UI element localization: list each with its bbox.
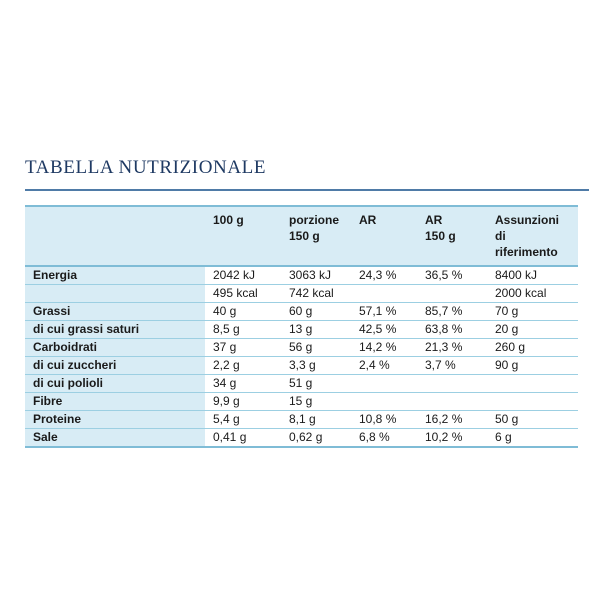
table-row-carboidrati: Carboidrati 37 g 56 g 14,2 % 21,3 % 260 … [25, 338, 578, 357]
table-cell: 42,5 % [351, 320, 417, 339]
table-cell [487, 374, 578, 393]
table-cell [417, 392, 487, 411]
title-divider [25, 189, 589, 191]
row-label: Grassi [25, 302, 205, 321]
table-row-sale: Sale 0,41 g 0,62 g 6,8 % 10,2 % 6 g [25, 428, 578, 447]
table-cell [487, 392, 578, 411]
table-cell: 56 g [281, 338, 351, 357]
table-cell: 8,1 g [281, 410, 351, 429]
table-cell: 260 g [487, 338, 578, 357]
table-cell: 57,1 % [351, 302, 417, 321]
table-cell: 20 g [487, 320, 578, 339]
table-cell: 21,3 % [417, 338, 487, 357]
table-cell: 16,2 % [417, 410, 487, 429]
table-cell: 34 g [205, 374, 281, 393]
table-cell: 14,2 % [351, 338, 417, 357]
table-cell: 63,8 % [417, 320, 487, 339]
table-cell [351, 392, 417, 411]
column-header-ar-150g: AR 150 g [417, 206, 487, 267]
table-header-row: 100 g porzione 150 g AR AR 150 g Assunzi… [25, 206, 578, 267]
table-row-fibre: Fibre 9,9 g 15 g [25, 392, 578, 411]
table-cell: 51 g [281, 374, 351, 393]
table-cell: 37 g [205, 338, 281, 357]
table-cell: 85,7 % [417, 302, 487, 321]
table-cell: 10,2 % [417, 428, 487, 447]
table-cell: 60 g [281, 302, 351, 321]
row-label: di cui polioli [25, 374, 205, 393]
table-row-energia-kj: Energia 2042 kJ 3063 kJ 24,3 % 36,5 % 84… [25, 266, 578, 285]
table-cell: 0,41 g [205, 428, 281, 447]
table-cell: 3063 kJ [281, 266, 351, 285]
table-cell: 2,4 % [351, 356, 417, 375]
row-label: Sale [25, 428, 205, 447]
table-cell [417, 284, 487, 303]
table-row-proteine: Proteine 5,4 g 8,1 g 10,8 % 16,2 % 50 g [25, 410, 578, 429]
page-title: TABELLA NUTRIZIONALE [25, 157, 267, 178]
table-cell: 13 g [281, 320, 351, 339]
row-label: Energia [25, 266, 205, 285]
column-header-assunzioni-riferimento: Assunzioni di riferimento [487, 206, 578, 267]
table-row-grassi: Grassi 40 g 60 g 57,1 % 85,7 % 70 g [25, 302, 578, 321]
table-cell: 8,5 g [205, 320, 281, 339]
table-cell: 2,2 g [205, 356, 281, 375]
table-row-zuccheri: di cui zuccheri 2,2 g 3,3 g 2,4 % 3,7 % … [25, 356, 578, 375]
column-header-100g: 100 g [205, 206, 281, 267]
table-cell [417, 374, 487, 393]
table-cell: 24,3 % [351, 266, 417, 285]
row-label: Proteine [25, 410, 205, 429]
table-cell: 3,3 g [281, 356, 351, 375]
table-cell: 6 g [487, 428, 578, 447]
table-cell: 9,9 g [205, 392, 281, 411]
table-cell: 2042 kJ [205, 266, 281, 285]
column-header-porzione-150g: porzione 150 g [281, 206, 351, 267]
row-label [25, 284, 205, 303]
table-cell: 15 g [281, 392, 351, 411]
column-header-ar: AR [351, 206, 417, 267]
row-label: Carboidrati [25, 338, 205, 357]
table-cell [351, 374, 417, 393]
table-cell: 40 g [205, 302, 281, 321]
row-label: Fibre [25, 392, 205, 411]
table-cell: 8400 kJ [487, 266, 578, 285]
table-cell: 70 g [487, 302, 578, 321]
nutrition-table: 100 g porzione 150 g AR AR 150 g Assunzi… [25, 205, 578, 448]
table-cell: 6,8 % [351, 428, 417, 447]
table-cell: 5,4 g [205, 410, 281, 429]
row-label: di cui grassi saturi [25, 320, 205, 339]
table-cell [351, 284, 417, 303]
table-cell: 90 g [487, 356, 578, 375]
table-row-energia-kcal: 495 kcal 742 kcal 2000 kcal [25, 284, 578, 303]
table-cell: 2000 kcal [487, 284, 578, 303]
table-row-polioli: di cui polioli 34 g 51 g [25, 374, 578, 393]
column-header-product [25, 206, 205, 267]
table-row-grassi-saturi: di cui grassi saturi 8,5 g 13 g 42,5 % 6… [25, 320, 578, 339]
table-cell: 495 kcal [205, 284, 281, 303]
table-cell: 10,8 % [351, 410, 417, 429]
table-cell: 36,5 % [417, 266, 487, 285]
table-cell: 742 kcal [281, 284, 351, 303]
table-cell: 50 g [487, 410, 578, 429]
table-cell: 0,62 g [281, 428, 351, 447]
table-cell: 3,7 % [417, 356, 487, 375]
row-label: di cui zuccheri [25, 356, 205, 375]
